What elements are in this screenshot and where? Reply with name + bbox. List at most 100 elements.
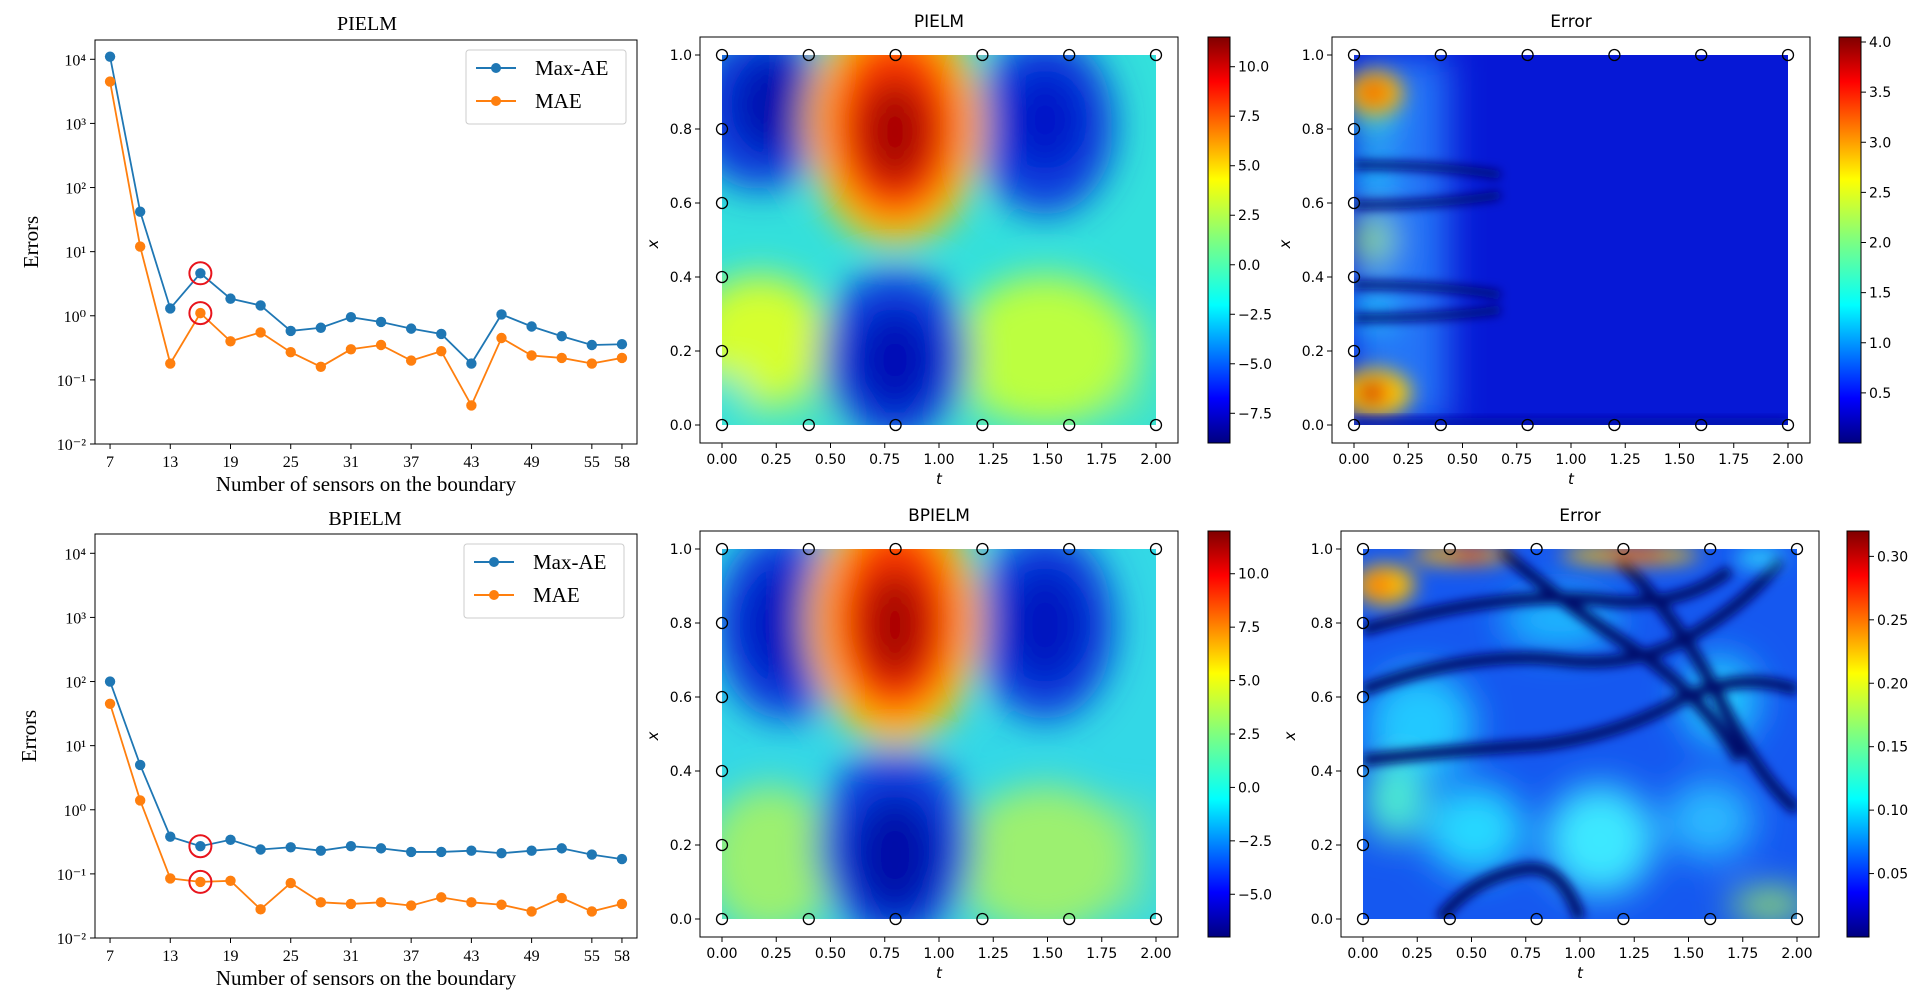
sensor-marker <box>1530 542 1543 556</box>
legend-marker-max-ae <box>489 557 499 567</box>
data-point <box>255 327 266 338</box>
sensor-marker <box>715 196 729 210</box>
x-tick-label: 1.25 <box>978 452 1009 468</box>
colorbar-tick-label: 1.5 <box>1869 286 1891 302</box>
data-point <box>466 358 477 369</box>
data-point <box>496 309 507 320</box>
series-line-max-ae <box>109 681 623 860</box>
y-tick-label: 10⁰ <box>64 309 86 326</box>
heatmap-pielm-error: Error <box>1276 12 1891 488</box>
sensor-marker <box>976 912 989 926</box>
data-point <box>586 849 598 860</box>
y-tick-label: 0.8 <box>1311 616 1333 632</box>
sensor-marker <box>715 270 729 284</box>
y-tick-label: 1.0 <box>1311 542 1333 558</box>
x-axis-label: t <box>936 964 943 982</box>
x-tick-label: 1.75 <box>1086 946 1117 962</box>
sensor-marker <box>889 912 902 926</box>
sensor-marker <box>1790 542 1804 556</box>
sensor-marker <box>1347 196 1361 210</box>
sensor-marker <box>889 48 902 62</box>
y-tick-label: 10³ <box>65 116 86 133</box>
series-line-mae <box>109 81 623 408</box>
sensor-marker <box>715 344 729 358</box>
sensor-marker <box>1063 542 1076 556</box>
sensor-marker <box>889 542 902 556</box>
data-point <box>225 834 236 846</box>
data-point <box>405 355 417 366</box>
sensor-marker <box>1356 838 1370 852</box>
x-tick-label: 0.00 <box>1338 452 1369 468</box>
y-tick-label: 0.6 <box>670 196 692 212</box>
sensor-marker <box>1695 48 1708 62</box>
data-point <box>345 898 357 910</box>
colorbar-tick-label: 10.0 <box>1238 60 1269 76</box>
data-point <box>134 206 146 217</box>
data-point <box>134 795 146 806</box>
x-tick-label: 0.25 <box>1402 946 1433 962</box>
sensor-marker <box>1063 912 1076 926</box>
x-tick-label: 1.75 <box>1727 946 1758 962</box>
x-tick-label: 1.00 <box>1555 452 1586 468</box>
sensor-marker <box>1790 912 1804 926</box>
y-tick-label: 10⁴ <box>64 546 86 563</box>
x-tick-label: 1.00 <box>923 946 954 962</box>
sensor-marker <box>715 764 729 778</box>
data-point <box>405 900 417 911</box>
highlight-circle <box>188 869 213 894</box>
legend-label-mae: MAE <box>533 583 580 607</box>
sensor-marker <box>1443 542 1456 556</box>
x-tick-label: 31 <box>343 454 359 471</box>
data-point <box>616 898 628 910</box>
sensor-marker <box>1434 48 1447 62</box>
colorbar-tick-label: −7.5 <box>1238 406 1272 422</box>
data-point <box>436 892 447 903</box>
x-tick-label: 49 <box>524 948 540 965</box>
sensor-marker <box>715 418 729 432</box>
x-axis-label: t <box>936 470 943 488</box>
heatmap-image <box>1354 55 1788 425</box>
y-tick-label: 10⁻¹ <box>57 373 86 390</box>
x-tick-label: 1.25 <box>978 946 1009 962</box>
sensor-marker <box>1781 418 1795 432</box>
data-point <box>466 400 477 411</box>
x-tick-label: 58 <box>614 948 630 965</box>
data-point <box>104 698 116 709</box>
x-tick-label: 43 <box>463 454 479 471</box>
line-chart-pielm: PIELM 7 13 19 25 31 37 43 49 55 58 10⁻² 10⁻¹ 10⁰ 10¹ 1… <box>19 13 638 496</box>
x-tick-label: 1.75 <box>1718 452 1749 468</box>
y-tick-label: 0.2 <box>1302 344 1324 360</box>
data-point <box>436 346 447 357</box>
x-axis-label: Number of sensors on the boundary <box>216 472 517 496</box>
data-point <box>195 876 206 888</box>
heatmap-image <box>722 55 1156 425</box>
x-tick-label: 1.00 <box>1564 946 1595 962</box>
x-tick-label: 7 <box>106 948 114 965</box>
y-tick-label: 0.0 <box>670 418 692 434</box>
data-point <box>315 361 327 372</box>
sensor-marker <box>976 48 989 62</box>
data-point <box>285 347 296 358</box>
sensor-marker <box>715 838 729 852</box>
plot-frame <box>94 39 638 445</box>
x-tick-label: 43 <box>463 948 479 965</box>
sensor-marker <box>1356 912 1370 926</box>
series-line-max-ae <box>109 56 622 365</box>
sensor-marker <box>976 542 989 556</box>
sensor-marker <box>715 690 729 704</box>
x-tick-label: 1.25 <box>1619 946 1650 962</box>
colorbar <box>1207 530 1231 938</box>
data-point <box>586 339 598 351</box>
sensor-marker <box>1617 542 1630 556</box>
sensor-marker <box>1149 418 1163 432</box>
sensor-marker <box>715 48 729 62</box>
colorbar-tick-label: 5.0 <box>1238 674 1260 690</box>
data-point <box>526 906 537 917</box>
x-tick-label: 0.25 <box>1393 452 1424 468</box>
y-tick-label: 0.2 <box>670 838 692 854</box>
data-point <box>134 759 146 771</box>
y-tick-label: 10¹ <box>65 245 86 262</box>
x-tick-label: 19 <box>223 948 239 965</box>
x-tick-label: 0.75 <box>1501 452 1532 468</box>
